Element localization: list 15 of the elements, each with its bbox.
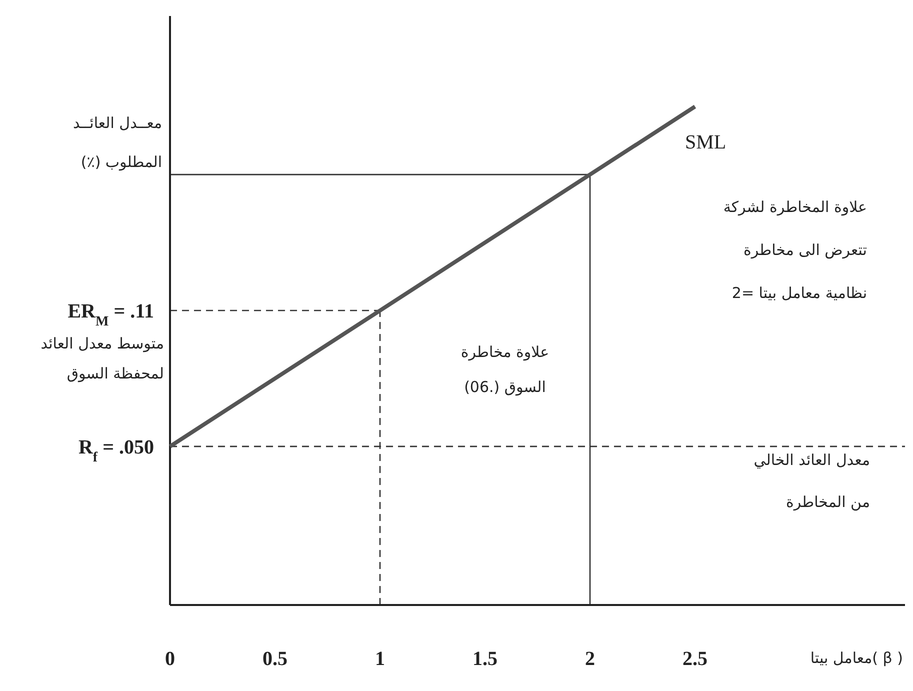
text: علاوة المخاطرة لشركة تتعرض الى مخاطرة نظامية معامل بيتا =2 xyxy=(723,198,867,302)
x-tick-label: 2.5 xyxy=(682,648,708,670)
x-tick-label: 1 xyxy=(375,648,385,670)
y-tick-label: ER$_{M}$ = .11 xyxy=(68,300,154,329)
x-tick-label: 0.5 xyxy=(262,648,288,670)
annotation: متوسط معدل العائد لمحفظة السوق xyxy=(40,334,164,382)
x-tick-label: 1.5 xyxy=(472,648,498,670)
x-tick-label: 0 xyxy=(165,648,175,670)
series-label: SML xyxy=(685,132,726,154)
text: معــدل العائــد المطلوب (٪) xyxy=(73,114,162,171)
y-tick-label: R$_{f}$ = .050 xyxy=(78,436,154,465)
annotation: علاوة مخاطرة السوق (.06) xyxy=(460,343,550,396)
x-tick-label: 2 xyxy=(585,648,595,670)
text: معدل العائد الخالي من المخاطرة xyxy=(754,451,870,511)
x-axis-title: معامل بيتا( β ) xyxy=(810,649,903,667)
